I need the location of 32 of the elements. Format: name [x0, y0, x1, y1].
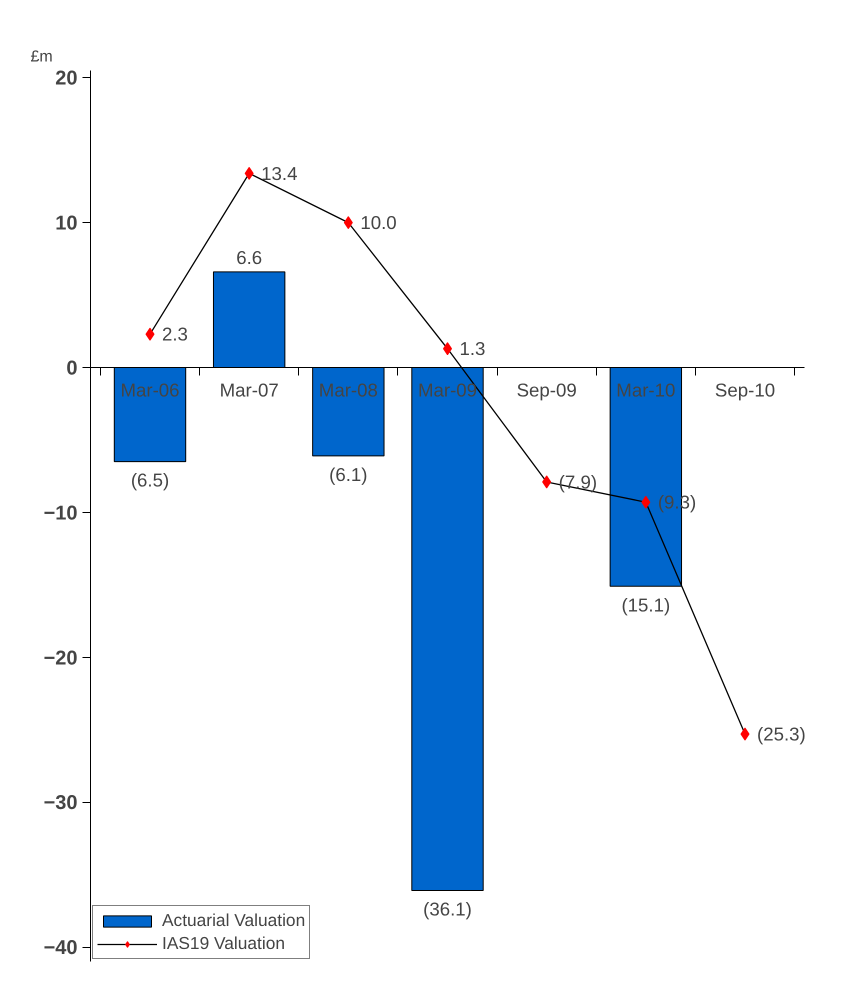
x-tick-label: Mar-07 — [220, 380, 279, 400]
y-tick-label: 10 — [55, 212, 78, 235]
point — [344, 216, 353, 230]
data-label: (7.9) — [558, 471, 598, 492]
y-tick-label: 0 — [66, 358, 78, 380]
legend-label: Actuarial Valuation — [162, 910, 306, 931]
x-tick-label: Mar-08 — [318, 380, 378, 400]
x-tick-label: Sep-09 — [516, 380, 577, 400]
x-tick-label: Sep-10 — [714, 380, 776, 400]
data-label: 1.3 — [460, 338, 486, 360]
data-label: (6.5) — [130, 470, 170, 491]
data-label: 13.4 — [261, 162, 298, 184]
data-label: 10.0 — [360, 212, 397, 234]
point — [542, 475, 552, 488]
x-tick-label: Mar-09 — [418, 380, 478, 400]
data-label: 2.3 — [162, 324, 188, 345]
point — [244, 166, 254, 180]
y-tick-label: −30 — [44, 792, 78, 814]
y-tick-label: −10 — [44, 502, 78, 524]
y-tick-label: −40 — [44, 937, 78, 960]
y-tick-label: 20 — [55, 68, 78, 90]
x-tick-label: Mar-10 — [616, 380, 676, 400]
legend-label: IAS19 Valuation — [162, 933, 285, 954]
point — [641, 496, 650, 509]
data-label: 6.6 — [236, 246, 262, 268]
y-tick-label: −20 — [44, 647, 78, 670]
y-axis-title: £m — [30, 48, 53, 66]
data-label: (25.3) — [757, 724, 806, 745]
data-label: (36.1) — [423, 898, 472, 920]
data-label: (6.1) — [329, 464, 368, 485]
data-label: (15.1) — [621, 594, 670, 616]
x-tick-label: Mar-06 — [120, 380, 180, 400]
